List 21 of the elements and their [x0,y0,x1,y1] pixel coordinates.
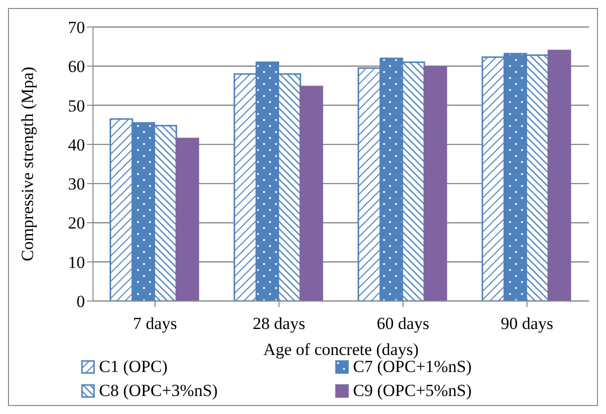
y-tick-label: 50 [68,96,85,116]
y-tick-label: 70 [68,18,85,38]
x-tick-label: 90 days [500,314,554,334]
legend-label: C9 (OPC+5%nS) [353,381,472,401]
y-tick-label: 0 [76,292,85,312]
x-axis-title: Age of concrete (days) [263,340,419,359]
y-axis-title: Compressive strength (Mpa) [18,66,38,262]
bar [548,50,572,301]
y-tick-label: 20 [68,214,85,233]
bar [176,138,200,301]
bar [300,86,324,301]
bar [424,66,448,301]
x-tick-label: 60 days [376,314,430,334]
y-tick-label: 60 [68,57,85,76]
legend-label: C8 (OPC+3%nS) [99,381,218,401]
y-tick-label: 10 [68,252,85,272]
legend-label: C1 (OPC) [99,357,168,377]
y-tick-label: 30 [68,174,85,194]
y-tick-label: 40 [68,135,85,154]
x-tick-label: 7 days [133,314,177,334]
x-tick-label: 28 days [252,314,306,334]
